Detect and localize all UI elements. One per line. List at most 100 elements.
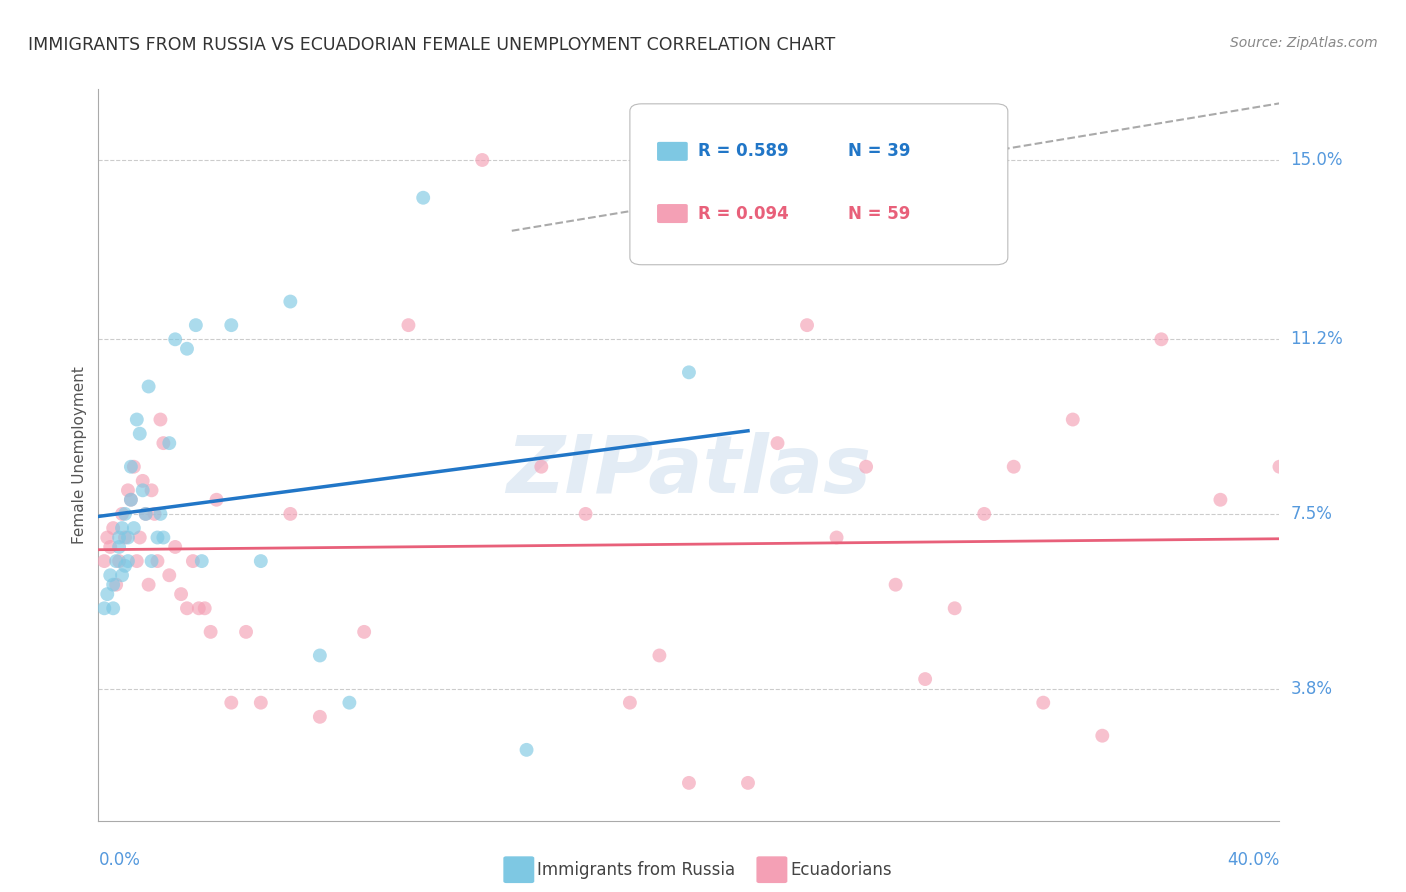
- Point: [884, 577, 907, 591]
- Point: [280, 507, 302, 521]
- Point: [96, 531, 118, 545]
- Point: [165, 332, 187, 346]
- Point: [93, 601, 115, 615]
- Point: [170, 587, 193, 601]
- Text: 40.0%: 40.0%: [1227, 851, 1279, 869]
- Point: [796, 318, 818, 333]
- Point: [117, 483, 139, 498]
- Point: [105, 577, 128, 591]
- Point: [114, 558, 136, 573]
- Point: [575, 507, 598, 521]
- Point: [181, 554, 204, 568]
- Y-axis label: Female Unemployment: Female Unemployment: [72, 366, 87, 544]
- Point: [737, 776, 759, 790]
- Point: [135, 507, 157, 521]
- Point: [128, 426, 150, 441]
- Point: [149, 507, 172, 521]
- Point: [132, 474, 155, 488]
- Point: [250, 696, 273, 710]
- Point: [114, 531, 136, 545]
- Point: [471, 153, 494, 167]
- Point: [619, 696, 641, 710]
- Point: [309, 710, 332, 724]
- Point: [146, 554, 169, 568]
- Text: Ecuadorians: Ecuadorians: [790, 861, 891, 879]
- Point: [108, 554, 131, 568]
- Point: [1268, 459, 1291, 474]
- FancyBboxPatch shape: [657, 142, 688, 161]
- Point: [125, 554, 148, 568]
- Point: [339, 696, 361, 710]
- Text: N = 59: N = 59: [848, 204, 911, 222]
- Point: [93, 554, 115, 568]
- Point: [105, 554, 128, 568]
- Text: 11.2%: 11.2%: [1291, 330, 1343, 348]
- Point: [176, 601, 198, 615]
- Point: [122, 521, 145, 535]
- Point: [157, 568, 180, 582]
- Point: [1062, 412, 1084, 426]
- Text: R = 0.094: R = 0.094: [699, 204, 789, 222]
- Point: [141, 483, 163, 498]
- Point: [855, 459, 877, 474]
- Point: [678, 776, 700, 790]
- Point: [221, 696, 243, 710]
- Point: [120, 459, 142, 474]
- Point: [98, 568, 121, 582]
- Text: N = 39: N = 39: [848, 143, 911, 161]
- Point: [157, 436, 180, 450]
- Point: [184, 318, 207, 333]
- Point: [516, 743, 538, 757]
- Text: IMMIGRANTS FROM RUSSIA VS ECUADORIAN FEMALE UNEMPLOYMENT CORRELATION CHART: IMMIGRANTS FROM RUSSIA VS ECUADORIAN FEM…: [28, 36, 835, 54]
- Point: [141, 554, 163, 568]
- Point: [648, 648, 671, 663]
- Point: [120, 492, 142, 507]
- Point: [398, 318, 420, 333]
- Point: [98, 540, 121, 554]
- Point: [943, 601, 966, 615]
- Point: [914, 672, 936, 686]
- Point: [146, 531, 169, 545]
- Point: [353, 624, 375, 639]
- Point: [678, 365, 700, 379]
- Point: [530, 459, 553, 474]
- Point: [221, 318, 243, 333]
- Point: [138, 379, 160, 393]
- Text: 7.5%: 7.5%: [1291, 505, 1333, 523]
- Point: [1091, 729, 1114, 743]
- Point: [111, 507, 134, 521]
- Point: [191, 554, 214, 568]
- Text: Immigrants from Russia: Immigrants from Russia: [537, 861, 735, 879]
- FancyBboxPatch shape: [657, 204, 688, 223]
- Text: R = 0.589: R = 0.589: [699, 143, 789, 161]
- Point: [766, 436, 789, 450]
- Point: [103, 577, 125, 591]
- Text: 0.0%: 0.0%: [98, 851, 141, 869]
- Point: [138, 577, 160, 591]
- Point: [103, 601, 125, 615]
- Point: [176, 342, 198, 356]
- Point: [135, 507, 157, 521]
- Point: [973, 507, 995, 521]
- Text: 15.0%: 15.0%: [1291, 151, 1343, 169]
- Point: [122, 459, 145, 474]
- Point: [96, 587, 118, 601]
- Point: [108, 540, 131, 554]
- Point: [143, 507, 166, 521]
- Text: Source: ZipAtlas.com: Source: ZipAtlas.com: [1230, 36, 1378, 50]
- Point: [1209, 492, 1232, 507]
- Point: [117, 554, 139, 568]
- Point: [114, 507, 136, 521]
- Point: [250, 554, 273, 568]
- Point: [128, 531, 150, 545]
- Point: [149, 412, 172, 426]
- Point: [1150, 332, 1173, 346]
- Point: [1002, 459, 1025, 474]
- Point: [412, 191, 434, 205]
- Point: [194, 601, 217, 615]
- Point: [1032, 696, 1054, 710]
- Point: [103, 521, 125, 535]
- Point: [825, 531, 848, 545]
- Point: [132, 483, 155, 498]
- Point: [309, 648, 332, 663]
